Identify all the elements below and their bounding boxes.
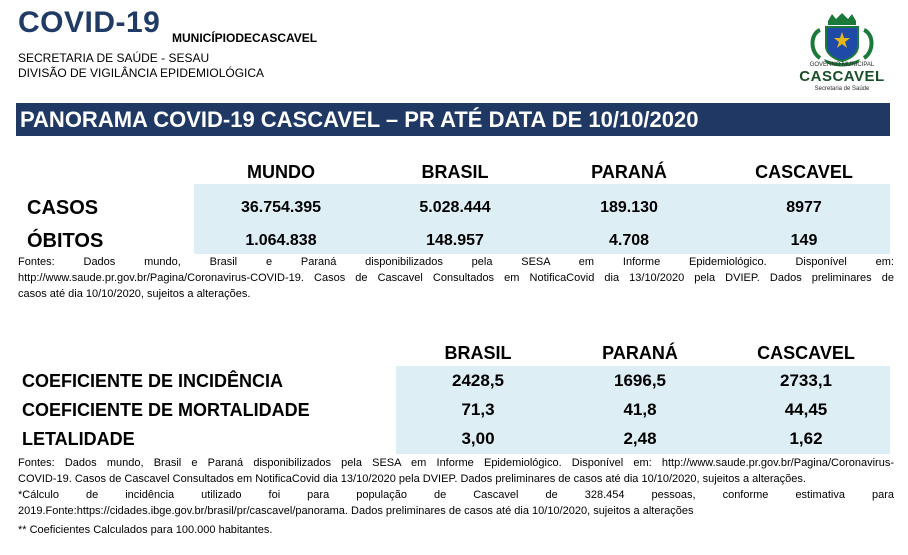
table1-cell: 149 xyxy=(790,232,818,249)
table2-row-label-mortalidade: COEFICIENTE DE MORTALIDADE xyxy=(22,400,310,420)
table1-shaded-area xyxy=(194,184,890,254)
logo-government-label: GOVERNO MUNICIPAL xyxy=(809,62,875,68)
table1-header-brasil: BRASIL xyxy=(421,162,489,182)
table2-header-cascavel: CASCAVEL xyxy=(757,343,855,363)
table2-header-brasil: BRASIL xyxy=(444,343,512,363)
table2-source-note-line1: Fontes: Dados mundo, Brasil e Paraná dis… xyxy=(18,457,894,469)
table2-cell: 41,8 xyxy=(623,400,657,419)
table1-source-note-line1: Fontes: Dados mundo, Brasil e Paraná dis… xyxy=(18,256,894,268)
secretariat-label: SECRETARIA DE SAÚDE - SESAU xyxy=(18,51,210,65)
table2-cell: 1,62 xyxy=(789,429,823,448)
table2-calc-note: *Cálculo de incidência utilizado foi par… xyxy=(18,489,894,501)
logo-subtitle: Secretaria de Saúde xyxy=(814,86,870,92)
table1-cell: 5.028.444 xyxy=(419,199,491,216)
table2-header-parana: PARANÁ xyxy=(602,343,678,363)
table1-cell: 189.130 xyxy=(600,199,658,216)
panorama-banner xyxy=(16,103,890,136)
table2-row-label-letalidade: LETALIDADE xyxy=(22,429,135,449)
table1-cell: 4.708 xyxy=(608,232,650,249)
table2-coefficient-note: ** Coeficientes Calculados para 100.000 … xyxy=(18,524,273,536)
table1-row-label-casos: CASOS xyxy=(27,197,99,219)
table1-header-parana: PARANÁ xyxy=(591,162,667,182)
cascavel-crest-logo xyxy=(810,13,874,67)
table2-cell: 3,00 xyxy=(461,429,495,448)
table2-row-label-incidencia: COEFICIENTE DE INCIDÊNCIA xyxy=(22,371,284,391)
table2-cell: 2733,1 xyxy=(780,371,832,390)
table2-cell: 44,45 xyxy=(784,400,828,419)
table2-cell: 2,48 xyxy=(623,429,657,448)
table2-source-note-line2: COVID-19. Casos de Cascavel Consultados … xyxy=(18,473,806,485)
table2-shaded-area xyxy=(396,366,890,454)
table1-row-label-obitos: ÓBITOS xyxy=(27,230,104,252)
table2-cell: 2428,5 xyxy=(452,371,504,390)
table1-cell: 1.064.838 xyxy=(245,232,317,249)
division-label: DIVISÃO DE VIGILÂNCIA EPIDEMIOLÓGICA xyxy=(18,66,265,80)
table1-cell: 148.957 xyxy=(426,232,484,249)
table1-header-mundo: MUNDO xyxy=(247,162,315,182)
table2-cell: 71,3 xyxy=(461,400,495,419)
table1-source-note-line2: http://www.saude.pr.gov.br/Pagina/Corona… xyxy=(18,272,894,284)
table1-cell: 36.754.395 xyxy=(240,199,322,216)
panorama-banner-title: PANORAMA COVID-19 CASCAVEL – PR ATÉ DATA… xyxy=(20,107,699,132)
municipality-label: MUNICÍPIODECASCAVEL xyxy=(172,31,318,45)
table2-cell: 1696,5 xyxy=(614,371,666,390)
table2-source-note-ibge: 2019.Fonte:https://cidades.ibge.gov.br/b… xyxy=(18,505,694,517)
table1-source-note-line3: casos até dia 10/10/2020, sujeitos a alt… xyxy=(18,288,251,300)
table1-cell: 8977 xyxy=(786,199,822,216)
logo-city-name: CASCAVEL xyxy=(799,68,885,85)
page-title: COVID-19 xyxy=(18,6,161,39)
table1-header-cascavel: CASCAVEL xyxy=(755,162,853,182)
